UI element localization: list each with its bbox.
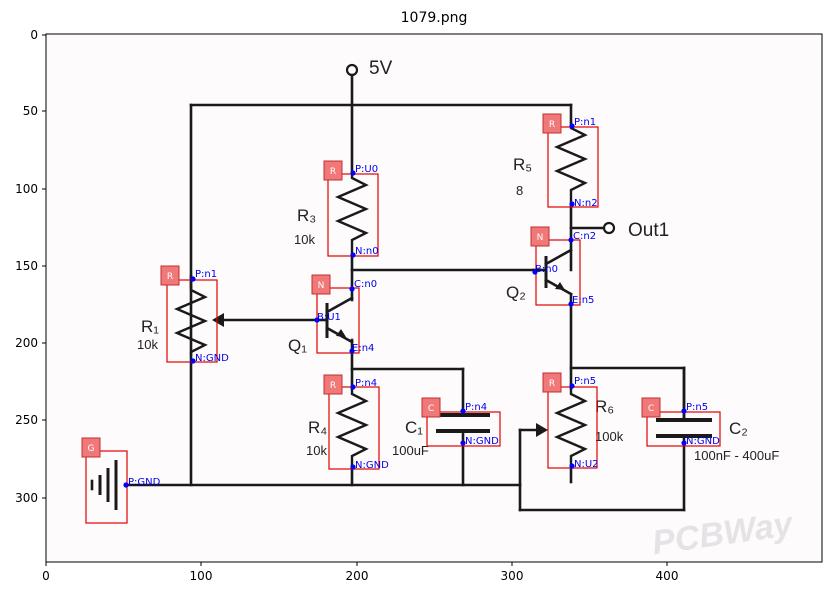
badge-r4 [323,374,343,395]
q2-name: Q₂ [506,283,526,302]
r6-name: R₆ [595,397,614,416]
r5-name: R₅ [513,155,532,174]
badge-q1 [311,274,331,295]
pin-c1-p: P:n4 [465,402,487,413]
pin-c2-n: N:GND [686,436,720,447]
pin-r3-p: P:U0 [355,164,378,175]
output-label: Out1 [628,220,669,241]
y-tick-150: 150 [15,259,38,273]
r4-name: R₄ [308,418,327,437]
x-tick-300: 300 [501,569,524,583]
badge-r4-label: R [330,381,336,391]
r1-value: 10k [137,337,158,352]
resistor-r5 [553,122,589,205]
image-area [46,34,822,562]
pin-r4-n: N:GND [355,460,389,471]
badge-r6 [542,372,562,393]
y-tick-50: 50 [23,104,38,118]
y-tick-0: 0 [30,28,38,42]
pin-g-p: P:GND [128,477,161,488]
r5-value: 8 [516,183,523,198]
figure-title: 1079.png [401,10,468,26]
r3-value: 10k [294,232,315,247]
axes-frame [45,33,823,563]
c2-name: C₂ [729,419,748,438]
x-tick-200: 200 [346,569,369,583]
resistor-r3 [334,172,370,258]
badge-g1 [81,437,101,458]
y-tick-250: 250 [15,413,38,427]
badge-q1-label: N [318,281,325,291]
supply-terminal [345,63,359,77]
resistor-r4 [334,388,370,466]
badge-c1 [421,397,441,418]
r4-value: 10k [306,443,327,458]
r1-name: R₁ [141,317,159,336]
pin-r6-p: P:n5 [574,376,596,387]
r3-name: R₃ [297,206,316,225]
y-tick-100: 100 [15,182,38,196]
pin-q2-c: C:n2 [573,231,596,242]
badge-g1-label: G [88,444,95,454]
q1-name: Q₁ [288,336,307,355]
badge-q2-label: N [537,233,544,243]
pin-r3-n: N:n0 [355,246,379,257]
pin-q1-e: E:n4 [352,343,374,354]
badge-r6-label: R [549,379,555,389]
pin-q2-b: B:n0 [535,264,558,275]
capacitor-c1 [436,413,490,433]
pin-c1-n: N:GND [465,436,499,447]
pin-c2-p: P:n5 [686,402,708,413]
badge-c2 [641,397,661,418]
capacitor-c2 [656,418,712,438]
pin-r1-p: P:n1 [195,269,217,280]
badge-r3-label: R [330,167,336,177]
badge-r1-label: R [167,272,173,282]
x-tick-0: 0 [42,569,50,583]
c2-value: 100nF - 400uF [694,448,779,463]
x-tick-400: 400 [656,569,679,583]
battery-source [90,460,118,510]
badge-r5 [542,113,562,134]
resistor-r1 [173,287,209,356]
x-axis: 0 100 200 300 400 [42,562,678,583]
pin-q2-e: E:n5 [572,295,594,306]
resistor-r6 [553,388,589,466]
pin-q1-c: C:n0 [354,279,377,290]
y-tick-200: 200 [15,336,38,350]
pin-annotations: P:n1 N:GND P:U0 N:n0 P:n4 N:GND P:n1 N:n… [123,117,720,488]
badge-r5-label: R [549,120,555,130]
badge-r3 [323,160,343,181]
badge-q2 [530,226,550,247]
y-tick-300: 300 [15,491,38,505]
pin-r5-n: N:n2 [574,198,598,209]
x-tick-100: 100 [190,569,213,583]
c1-value: 100uF [392,443,429,458]
component-badges: R R R R R C C N N G [81,113,661,458]
pin-r1-n: N:GND [195,353,229,364]
badge-c2-label: C [648,404,654,414]
c1-name: C₁ [405,418,423,437]
y-axis: 0 50 100 150 200 250 300 [15,28,46,505]
output-terminal [602,221,616,235]
pin-r5-p: P:n1 [574,117,596,128]
badge-c1-label: C [428,404,434,414]
r6-value: 100k [595,429,624,444]
pin-r6-n: N:U2 [574,459,599,470]
pin-r4-p: P:n4 [355,378,377,389]
pin-q1-b: B:U1 [317,312,341,323]
supply-label: 5V [369,58,393,79]
badge-r1 [160,265,180,286]
